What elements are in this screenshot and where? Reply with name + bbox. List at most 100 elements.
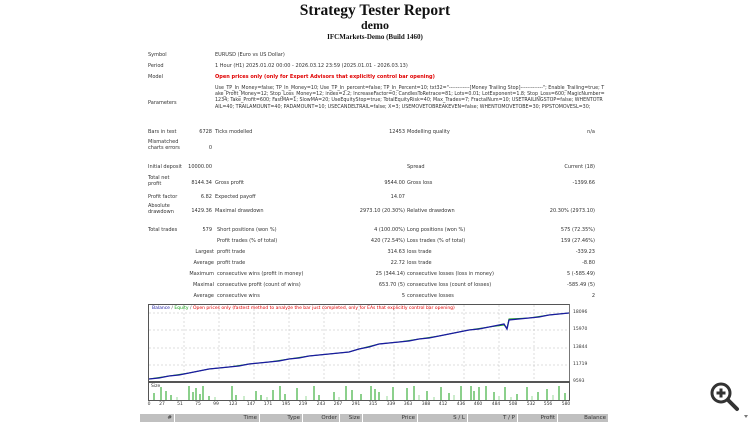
x-axis-label: 147 [246, 402, 256, 407]
largest-profit-value: 314.63 [387, 249, 406, 255]
x-axis-label: 219 [298, 402, 308, 407]
average-loss-value: -8.80 [582, 260, 595, 266]
x-axis-label: 99 [213, 402, 219, 407]
x-axis-label: 484 [491, 402, 501, 407]
x-axis-label: 171 [263, 402, 273, 407]
average-label: Average [193, 260, 214, 266]
largest-profit-label: profit trade [217, 249, 246, 255]
maximal-drawdown-label: Maximal drawdown [215, 208, 264, 214]
maximal-label: Maximal [192, 282, 214, 288]
x-axis-label: 363 [403, 402, 413, 407]
trades-table-header: # Time Type Order Size Price S / L T / P… [140, 414, 608, 422]
server-build: IFCMarkets-Demo (Build 1460) [327, 33, 423, 41]
col-price: Price [363, 414, 418, 422]
gross-loss-value: -1399.66 [572, 180, 595, 186]
x-axis-label: 580 [561, 402, 571, 407]
largest-loss-value: -339.23 [575, 249, 595, 255]
col-order: Order [303, 414, 340, 422]
spread-label: Spread [407, 164, 425, 170]
bars-value: 6728 [199, 129, 212, 135]
col-time: Time [175, 414, 260, 422]
zoom-in-button[interactable] [708, 380, 742, 414]
ticks-label: Ticks modelled [215, 129, 253, 135]
mismatch-label: Mismatched charts errors [148, 139, 180, 151]
y-axis-label: 18096 [573, 310, 588, 315]
absolute-drawdown-value: 1429.36 [191, 208, 212, 214]
col-sl: S / L [418, 414, 468, 422]
mismatch-value: 0 [208, 145, 212, 151]
maximum-label: Maximum [189, 271, 214, 277]
quality-label: Modelling quality [407, 129, 450, 135]
y-axis-label: 13844 [573, 345, 588, 350]
chart-legend: Balance / Equity / Open prices only (fas… [152, 306, 455, 311]
average-profit-value: 22.72 [390, 260, 405, 266]
short-positions-label: Short positions (won %) [217, 227, 277, 233]
quality-value: n/a [587, 129, 595, 135]
x-axis-label: 123 [228, 402, 238, 407]
maximal-cons-loss-value: -585.49 (5) [567, 282, 595, 288]
size-chart-bars [153, 386, 566, 400]
relative-drawdown-label: Relative drawdown [407, 208, 455, 214]
period-value: 1 Hour (H1) 2025.01.02 00:00 - 2026.03.1… [215, 63, 408, 69]
y-axis-label: 9593 [573, 379, 585, 384]
ticks-value: 12453 [389, 129, 405, 135]
max-cons-losses-value: 5 (-585.49) [567, 271, 595, 277]
parameters-label: Parameters [148, 100, 177, 106]
size-chart-label: Size [151, 384, 161, 389]
long-positions-label: Long positions (won %) [407, 227, 466, 233]
max-cons-wins-label: consecutive wins (profit in money) [217, 271, 304, 277]
maximal-drawdown-value: 2973.10 (20.30%) [359, 208, 405, 214]
gross-profit-label: Gross profit [215, 180, 244, 186]
maximal-cons-profit-label: consecutive profit (count of wins) [217, 282, 301, 288]
loss-trades-label: Loss trades (% of total) [407, 238, 466, 244]
symbol-label: Symbol [148, 52, 167, 58]
x-axis-label: 291 [351, 402, 361, 407]
parameters-value: Use_TP_In_Money=false; TP_In_Money=10; U… [215, 86, 605, 110]
legend-separator: / [188, 306, 193, 311]
absolute-drawdown-label: Absolute drawdown [148, 203, 174, 215]
expected-payoff-value: 14.07 [390, 194, 405, 200]
profit-factor-value: 6.82 [200, 194, 212, 200]
avg-cons-losses-label: consecutive losses [407, 293, 454, 299]
spread-value: Current (18) [564, 164, 595, 170]
initial-deposit-value: 10000.00 [188, 164, 212, 170]
max-cons-wins-value: 25 (344.14) [375, 271, 405, 277]
period-label: Period [148, 63, 164, 69]
x-axis-label: 267 [333, 402, 343, 407]
average-loss-label: loss trade [407, 260, 432, 266]
x-axis-label: 388 [421, 402, 431, 407]
legend-note: Open prices only (fastest method to anal… [192, 306, 455, 311]
maximal-cons-loss-label: consecutive loss (count of losses) [407, 282, 492, 288]
x-axis-label: 460 [473, 402, 483, 407]
col-number: # [140, 414, 175, 422]
loss-trades-value: 159 (27.46%) [560, 238, 595, 244]
y-axis-label: 11719 [573, 362, 588, 367]
col-profit: Profit [518, 414, 558, 422]
zoom-in-icon [710, 382, 739, 411]
x-axis-label: 315 [368, 402, 378, 407]
avg-cons-label: Average [193, 293, 214, 299]
account-name: demo [361, 18, 389, 32]
net-profit-label: Total net profit [148, 175, 170, 187]
avg-cons-wins-value: 5 [401, 293, 405, 299]
total-trades-label: Total trades [148, 227, 178, 233]
gross-loss-label: Gross loss [407, 180, 433, 186]
x-axis-label: 195 [281, 402, 291, 407]
expected-payoff-label: Expected payoff [215, 194, 256, 200]
x-axis-label: 27 [159, 402, 165, 407]
report-title: Strategy Tester Report [299, 2, 451, 19]
col-tp: T / P [468, 414, 518, 422]
initial-deposit-label: Initial deposit [148, 164, 182, 170]
scroll-down-arrow-icon[interactable] [744, 415, 748, 418]
avg-cons-wins-label: consecutive wins [217, 293, 260, 299]
max-cons-losses-label: consecutive losses (loss in money) [407, 271, 494, 277]
symbol-value: EURUSD (Euro vs US Dollar) [215, 52, 285, 58]
col-type: Type [260, 414, 303, 422]
average-profit-label: profit trade [217, 260, 246, 266]
x-axis-label: 532 [526, 402, 536, 407]
legend-separator: / [169, 306, 175, 311]
profit-trades-label: Profit trades (% of total) [217, 238, 278, 244]
relative-drawdown-value: 20.30% (2973.10) [549, 208, 595, 214]
model-label: Model [148, 74, 164, 80]
